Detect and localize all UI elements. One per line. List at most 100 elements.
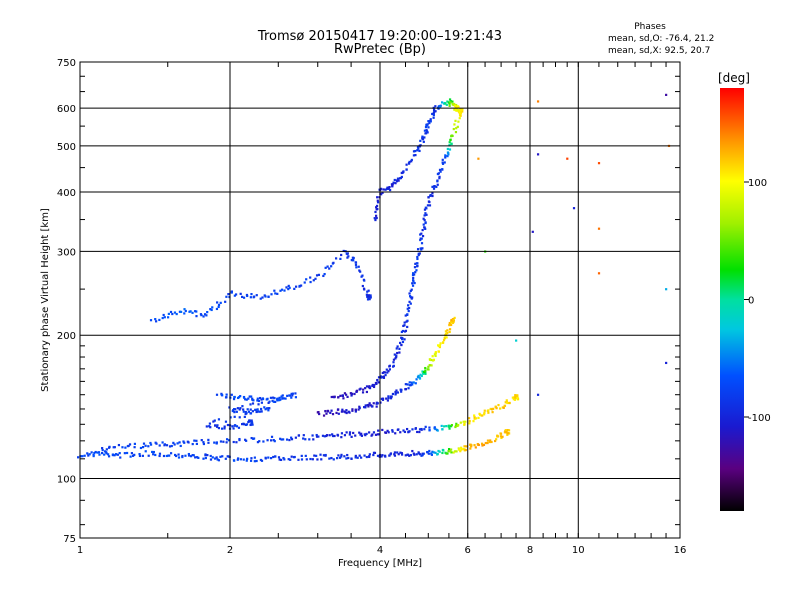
data-point (347, 255, 350, 258)
data-point (399, 451, 402, 454)
data-point (358, 454, 361, 457)
data-point (416, 255, 419, 259)
data-point (394, 357, 397, 360)
data-point (464, 448, 467, 452)
data-point (202, 442, 206, 446)
data-point (260, 410, 263, 413)
data-point (259, 396, 262, 400)
data-point (420, 374, 423, 378)
y-tick-label: 750 (57, 58, 76, 69)
data-point (105, 452, 108, 455)
data-point (434, 105, 437, 108)
data-point (242, 408, 245, 411)
data-point (311, 458, 314, 461)
data-point (531, 230, 534, 233)
data-point (215, 425, 219, 428)
data-point (422, 372, 425, 375)
data-point (422, 217, 425, 220)
data-point (158, 452, 162, 455)
data-point (249, 408, 252, 411)
data-point (462, 447, 465, 451)
data-point (88, 453, 91, 456)
data-point (448, 98, 452, 101)
data-point (253, 437, 256, 440)
data-point (141, 454, 144, 457)
data-point (368, 402, 371, 405)
data-point (165, 454, 168, 458)
data-point (235, 410, 238, 413)
data-point (496, 435, 499, 438)
data-point (443, 425, 446, 428)
data-point (408, 295, 412, 298)
data-point (406, 307, 409, 310)
data-point (444, 330, 448, 333)
data-point (429, 364, 432, 367)
data-point (432, 113, 435, 117)
data-point (225, 393, 228, 396)
data-point (386, 186, 390, 189)
data-point (450, 142, 453, 145)
data-point (173, 311, 177, 314)
data-point (392, 358, 396, 361)
data-point (94, 450, 97, 454)
data-point (253, 460, 256, 463)
data-point (442, 339, 446, 342)
data-point (411, 383, 414, 386)
data-point (341, 394, 344, 397)
data-point (205, 314, 208, 317)
data-point (448, 102, 451, 105)
data-point (251, 397, 254, 400)
data-point (325, 412, 328, 415)
data-point (503, 404, 507, 408)
data-point (243, 423, 246, 426)
data-point (257, 403, 260, 406)
data-point (326, 265, 329, 268)
data-point (358, 431, 361, 434)
data-point (223, 427, 226, 430)
data-point (439, 106, 442, 109)
data-point (427, 126, 430, 129)
data-point (250, 292, 253, 296)
data-point (417, 452, 421, 455)
data-point (221, 455, 224, 458)
data-point (217, 303, 221, 307)
data-point (438, 345, 441, 349)
data-point (412, 272, 415, 275)
data-point (448, 148, 452, 151)
data-point (210, 308, 213, 312)
data-point (291, 394, 294, 397)
data-point (411, 296, 414, 299)
data-point (187, 452, 190, 456)
data-point (404, 314, 407, 317)
data-point (402, 429, 405, 432)
data-point (273, 289, 276, 292)
data-point (412, 279, 415, 282)
data-point (239, 292, 242, 295)
data-point (410, 381, 413, 384)
data-point (376, 402, 379, 405)
data-point (297, 434, 301, 437)
data-point (340, 455, 343, 458)
data-point (228, 406, 231, 409)
data-point (209, 426, 212, 429)
data-point (107, 453, 110, 456)
data-point (261, 296, 264, 299)
data-point (163, 316, 166, 319)
data-point (259, 458, 262, 462)
data-point (412, 276, 415, 280)
data-point (430, 364, 433, 367)
data-point (320, 458, 323, 461)
data-point (343, 392, 347, 395)
data-point (256, 441, 260, 444)
data-point (224, 457, 227, 460)
data-point (424, 126, 428, 129)
data-point (439, 104, 442, 107)
data-point (494, 439, 497, 443)
data-point (416, 375, 420, 379)
data-point (105, 451, 108, 454)
data-point (421, 137, 424, 140)
data-point (597, 272, 601, 275)
data-point (303, 281, 306, 284)
data-point (379, 187, 383, 190)
data-point (216, 458, 219, 461)
